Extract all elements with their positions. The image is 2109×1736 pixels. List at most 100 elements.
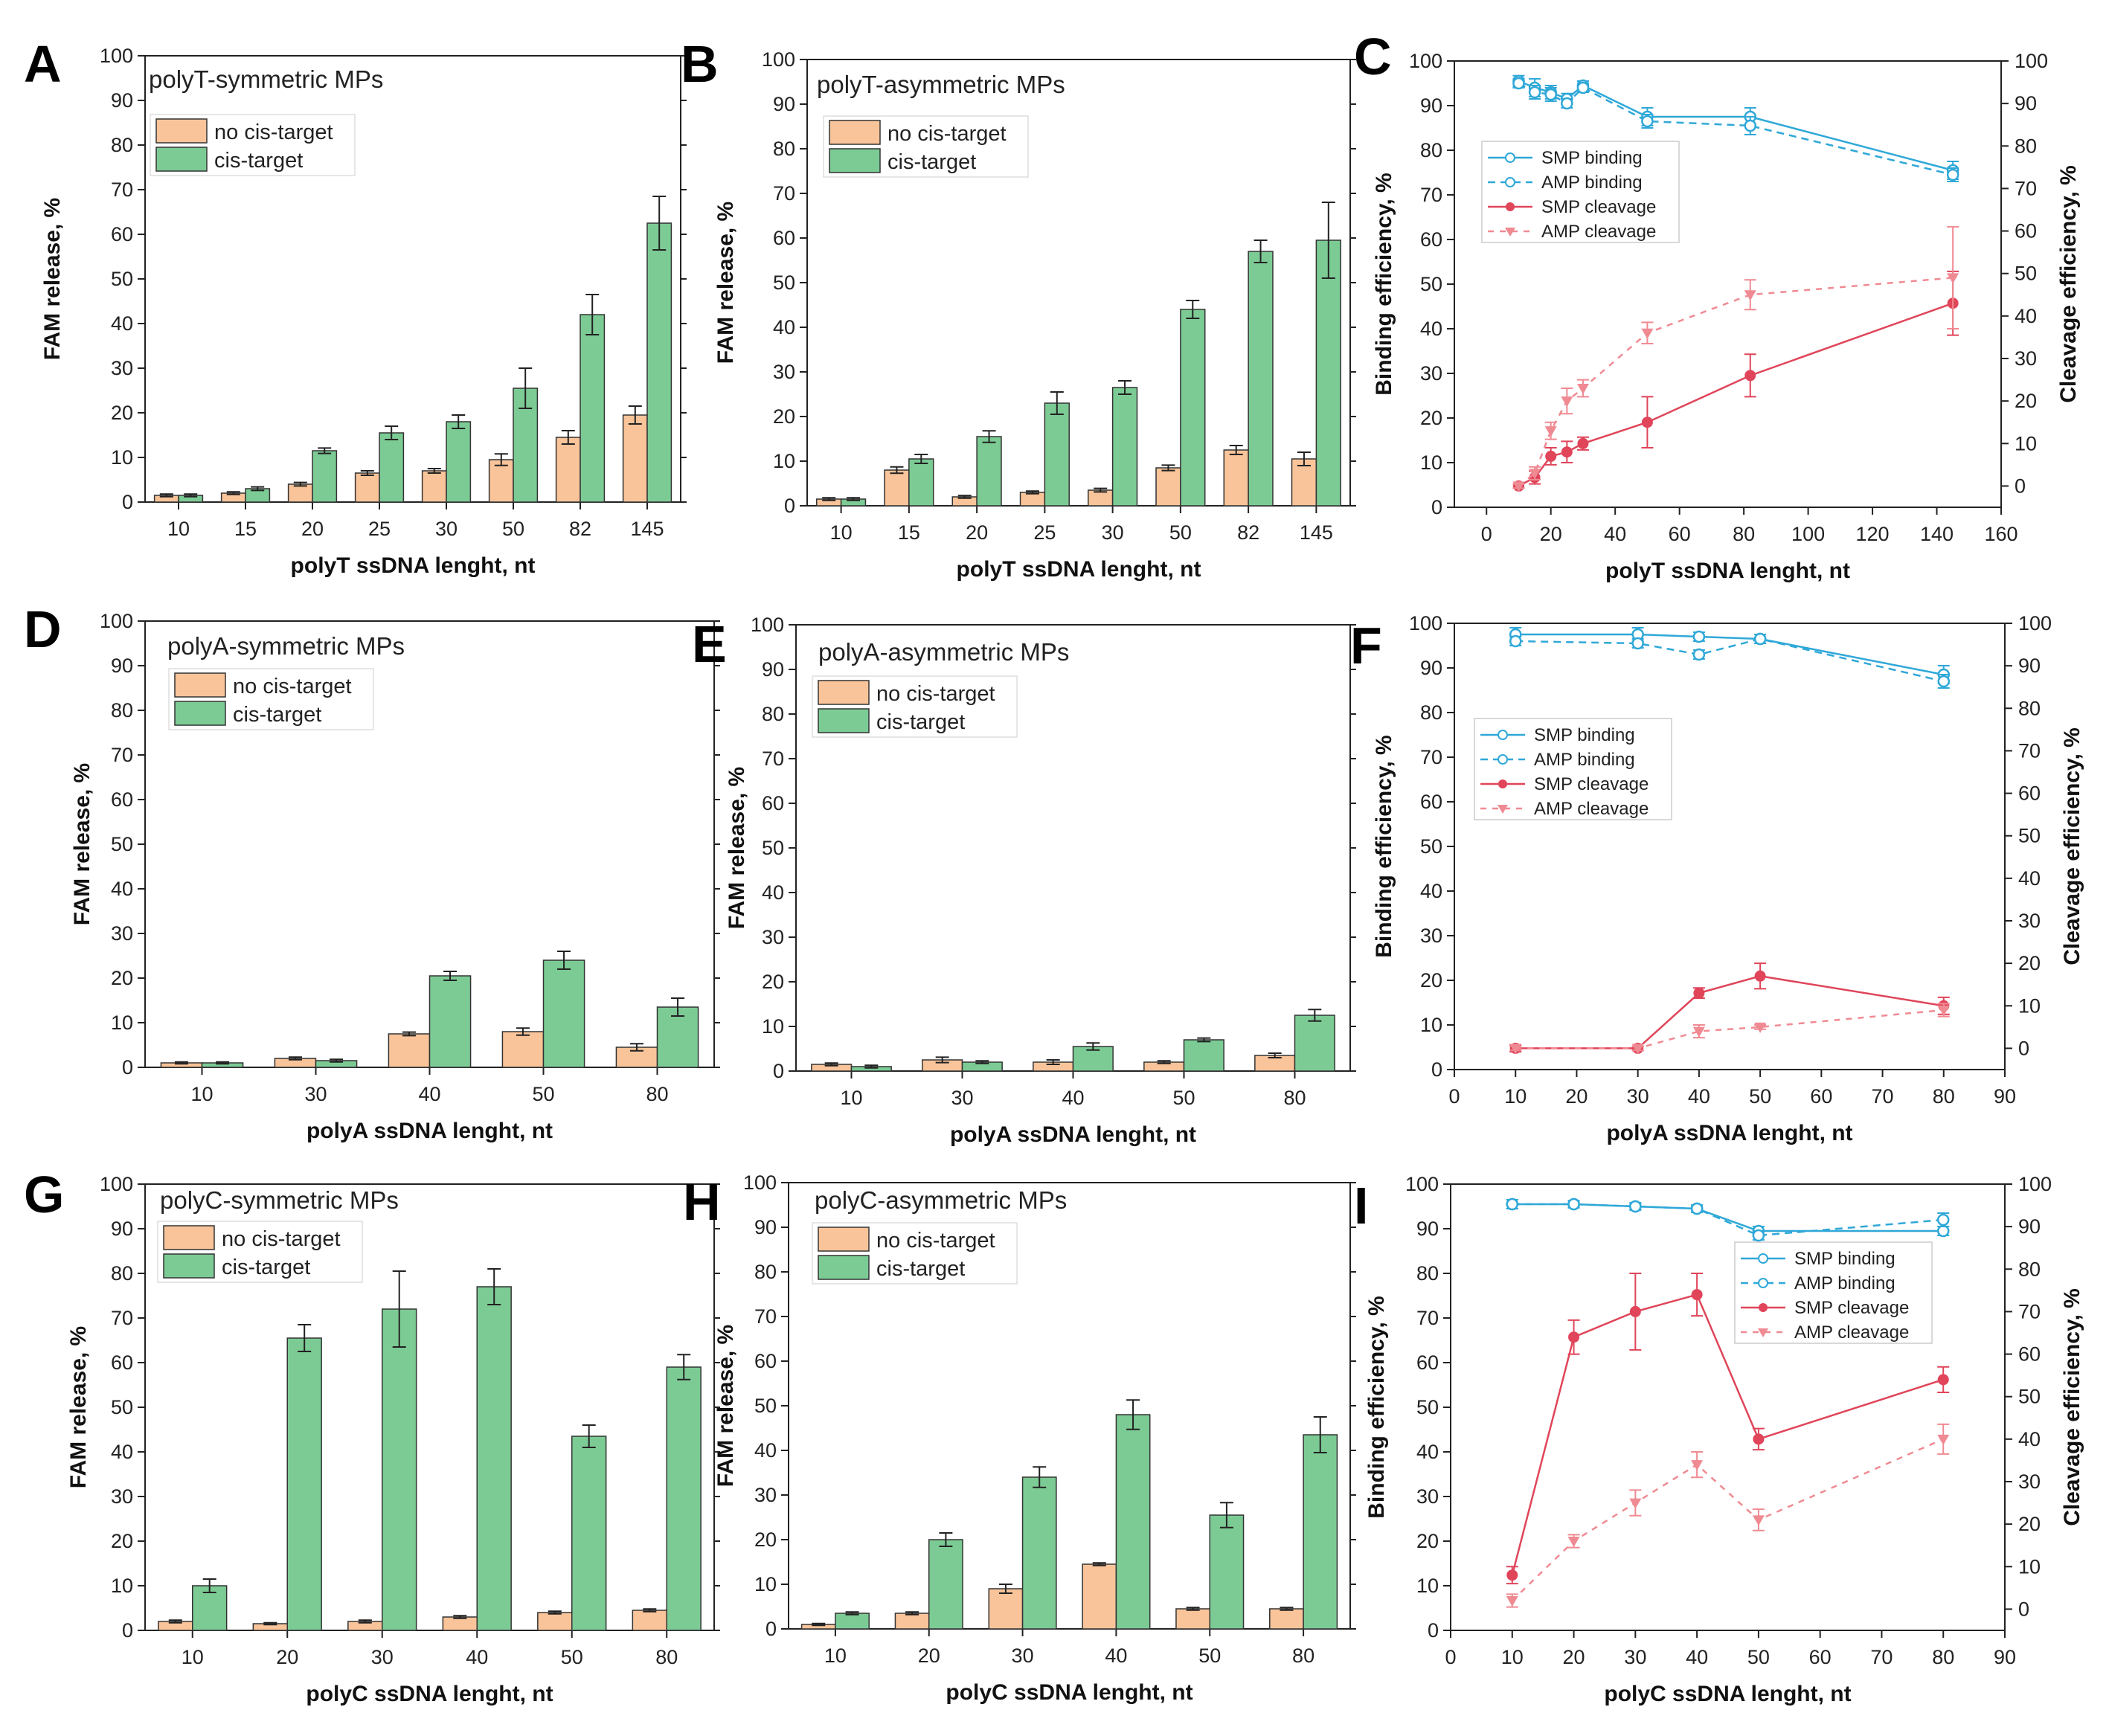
legend-label-amp_cleavage: AMP cleavage bbox=[1794, 1322, 1909, 1343]
y2-tick-label: 90 bbox=[2018, 655, 2041, 677]
legend-label-cis: cis-target bbox=[233, 703, 321, 727]
x-tick-label: 10 bbox=[840, 1087, 862, 1109]
x-tick-label: 20 bbox=[1540, 523, 1562, 545]
bar-no-cis-target bbox=[537, 1612, 573, 1631]
bar-cis-target bbox=[476, 1286, 512, 1631]
point-smp-cleavage bbox=[1561, 446, 1573, 458]
y-tick-label: 0 bbox=[784, 495, 795, 517]
x-axis-title: polyC ssDNA lenght, nt bbox=[1604, 1682, 1851, 1706]
y-tick-label: 80 bbox=[1420, 139, 1442, 161]
chart-title: polyT-asymmetric MPs bbox=[817, 71, 1065, 98]
panel-d: D 0 10 20 30 40 50 60 70 80 90 100 FAM release, % pol… bbox=[24, 600, 720, 1143]
y-tick-label: 60 bbox=[773, 227, 795, 249]
y-tick-label: 90 bbox=[754, 1216, 777, 1238]
panel-letter: A bbox=[24, 35, 62, 93]
bar-no-cis-target bbox=[622, 414, 648, 503]
y-tick-label: 100 bbox=[100, 610, 133, 632]
y-tick-label: 0 bbox=[122, 1056, 133, 1078]
x-tick-label: 40 bbox=[1688, 1085, 1710, 1107]
y-tick-label: 40 bbox=[754, 1439, 777, 1462]
point-amp-binding bbox=[1641, 115, 1654, 128]
bar-cis-target bbox=[312, 450, 338, 503]
y-tick-label: 90 bbox=[1420, 94, 1442, 117]
point-amp-binding bbox=[1936, 1213, 1950, 1227]
bar-cis-target bbox=[1180, 309, 1206, 507]
y2-axis-title: Cleavage efficiency, % bbox=[2060, 1288, 2084, 1526]
y-tick-label: 20 bbox=[111, 967, 133, 989]
x-tick-label: 90 bbox=[1994, 1646, 2016, 1668]
x-tick-label: 50 bbox=[502, 518, 524, 540]
y-tick-label: 30 bbox=[111, 357, 133, 379]
point-smp-binding bbox=[1936, 1224, 1950, 1238]
y-tick-label: 30 bbox=[1420, 925, 1442, 947]
legend-label-amp_cleavage: AMP cleavage bbox=[1534, 799, 1649, 819]
bar-cis-target bbox=[382, 1308, 417, 1631]
point-amp-cleavage bbox=[1692, 1026, 1705, 1038]
legend-label-cis: cis-target bbox=[876, 710, 965, 734]
y-tick-label: 100 bbox=[743, 1171, 777, 1194]
y2-tick-label: 10 bbox=[2018, 994, 2041, 1017]
y2-tick-label: 50 bbox=[2015, 263, 2037, 285]
y-tick-label: 70 bbox=[1420, 184, 1442, 206]
legend-swatch-no-cis bbox=[818, 680, 870, 705]
y-tick-label: 60 bbox=[754, 1350, 777, 1372]
y-tick-label: 60 bbox=[1420, 791, 1442, 813]
y-tick-label: 70 bbox=[762, 748, 784, 770]
x-tick-label: 30 bbox=[371, 1646, 394, 1668]
y-tick-label: 100 bbox=[751, 614, 784, 636]
panel-letter: F bbox=[1350, 617, 1382, 675]
y2-tick-label: 60 bbox=[2018, 782, 2041, 805]
point-amp-binding bbox=[1946, 168, 1959, 181]
legend-marker-smp_binding bbox=[1758, 1253, 1768, 1264]
panel-h: H 0 10 20 30 40 50 60 70 80 90 100 FAM release, % pol… bbox=[683, 1171, 1356, 1705]
y2-tick-label: 100 bbox=[2018, 612, 2052, 634]
legend-marker-smp_cleavage bbox=[1759, 1303, 1768, 1312]
y2-axis-title: Cleavage efficiency, % bbox=[2056, 165, 2081, 403]
y2-tick-label: 80 bbox=[2018, 1258, 2041, 1280]
point-amp-cleavage bbox=[1544, 426, 1557, 437]
y-tick-label: 70 bbox=[111, 744, 133, 766]
y2-tick-label: 0 bbox=[2015, 475, 2026, 497]
panel-letter: H bbox=[683, 1173, 721, 1231]
bar-no-cis-target bbox=[287, 483, 313, 503]
bar-cis-target bbox=[542, 959, 585, 1068]
x-axis-title: polyT ssDNA lenght, nt bbox=[291, 553, 536, 578]
x-axis-title: polyC ssDNA lenght, nt bbox=[946, 1680, 1192, 1705]
point-amp-cleavage bbox=[1641, 328, 1654, 339]
y2-tick-label: 100 bbox=[2018, 1173, 2052, 1195]
x-tick-label: 50 bbox=[561, 1646, 583, 1668]
series-line-amp-binding bbox=[1518, 82, 1954, 176]
y-tick-label: 0 bbox=[122, 1619, 133, 1642]
y-tick-label: 90 bbox=[1420, 657, 1442, 679]
y-axis-title: FAM release, % bbox=[66, 1326, 91, 1488]
legend-label-amp_cleavage: AMP cleavage bbox=[1541, 222, 1656, 242]
y-tick-label: 90 bbox=[111, 89, 133, 112]
y-tick-label: 20 bbox=[1420, 969, 1442, 991]
panel-letter: B bbox=[681, 35, 719, 93]
legend-swatch-cis bbox=[818, 708, 870, 733]
x-axis-title: polyA ssDNA lenght, nt bbox=[950, 1122, 1196, 1147]
x-tick-label: 40 bbox=[1105, 1645, 1127, 1667]
y-tick-label: 40 bbox=[1416, 1441, 1439, 1463]
y2-tick-label: 20 bbox=[2018, 1513, 2041, 1535]
point-amp-binding bbox=[1937, 675, 1951, 688]
y2-tick-label: 90 bbox=[2015, 92, 2037, 115]
y-tick-label: 30 bbox=[773, 361, 795, 383]
x-tick-label: 50 bbox=[1749, 1085, 1771, 1107]
legend-label-amp_binding: AMP binding bbox=[1534, 750, 1635, 770]
y-tick-label: 10 bbox=[111, 1012, 133, 1034]
x-tick-label: 50 bbox=[1172, 1087, 1195, 1109]
x-tick-label: 145 bbox=[1300, 521, 1333, 544]
legend-label-cis: cis-target bbox=[876, 1257, 965, 1281]
x-tick-label: 82 bbox=[1237, 521, 1259, 544]
x-tick-label: 60 bbox=[1810, 1085, 1832, 1107]
legend-marker-amp_binding bbox=[1498, 754, 1508, 765]
x-tick-label: 20 bbox=[918, 1645, 940, 1667]
point-amp-cleavage bbox=[1509, 1044, 1522, 1055]
y-tick-label: 30 bbox=[762, 926, 784, 948]
bar-cis-target bbox=[928, 1539, 963, 1630]
panel-b: B 0 10 20 30 40 50 60 70 80 90 100 FAM release, % pol… bbox=[681, 35, 1356, 582]
x-tick-label: 40 bbox=[1604, 523, 1626, 545]
legend-label-amp_binding: AMP binding bbox=[1541, 173, 1643, 193]
